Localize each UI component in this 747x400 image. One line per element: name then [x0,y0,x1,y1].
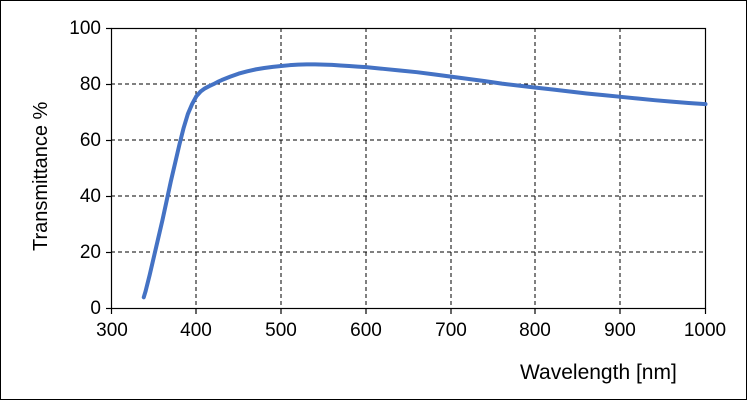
x-tick-label-900: 900 [604,320,636,341]
x-tick-label-800: 800 [519,320,551,341]
y-tick-label-60: 60 [79,130,101,151]
x-axis-title: Wavelength [nm] [520,361,677,384]
x-tick-label-300: 300 [96,320,128,341]
y-axis-title: Transmittance % [30,101,52,251]
x-tick-label-1000: 1000 [683,320,727,341]
y-tick-label-100: 100 [69,18,101,39]
transmittance-curve [141,62,708,300]
y-tick-label-80: 80 [79,74,101,95]
y-tick-label-20: 20 [79,242,101,263]
grid-vertical [195,28,621,308]
x-tick-label-500: 500 [265,320,297,341]
x-tick-label-600: 600 [350,320,382,341]
x-tick-label-700: 700 [435,320,467,341]
plot-frame [110,27,707,310]
x-tick-label-400: 400 [180,320,212,341]
grid-horizontal [111,83,705,253]
y-tick-label-40: 40 [79,186,101,207]
y-tick-marks [106,27,112,310]
y-tick-label-0: 0 [90,298,101,319]
x-tick-marks [110,308,707,314]
